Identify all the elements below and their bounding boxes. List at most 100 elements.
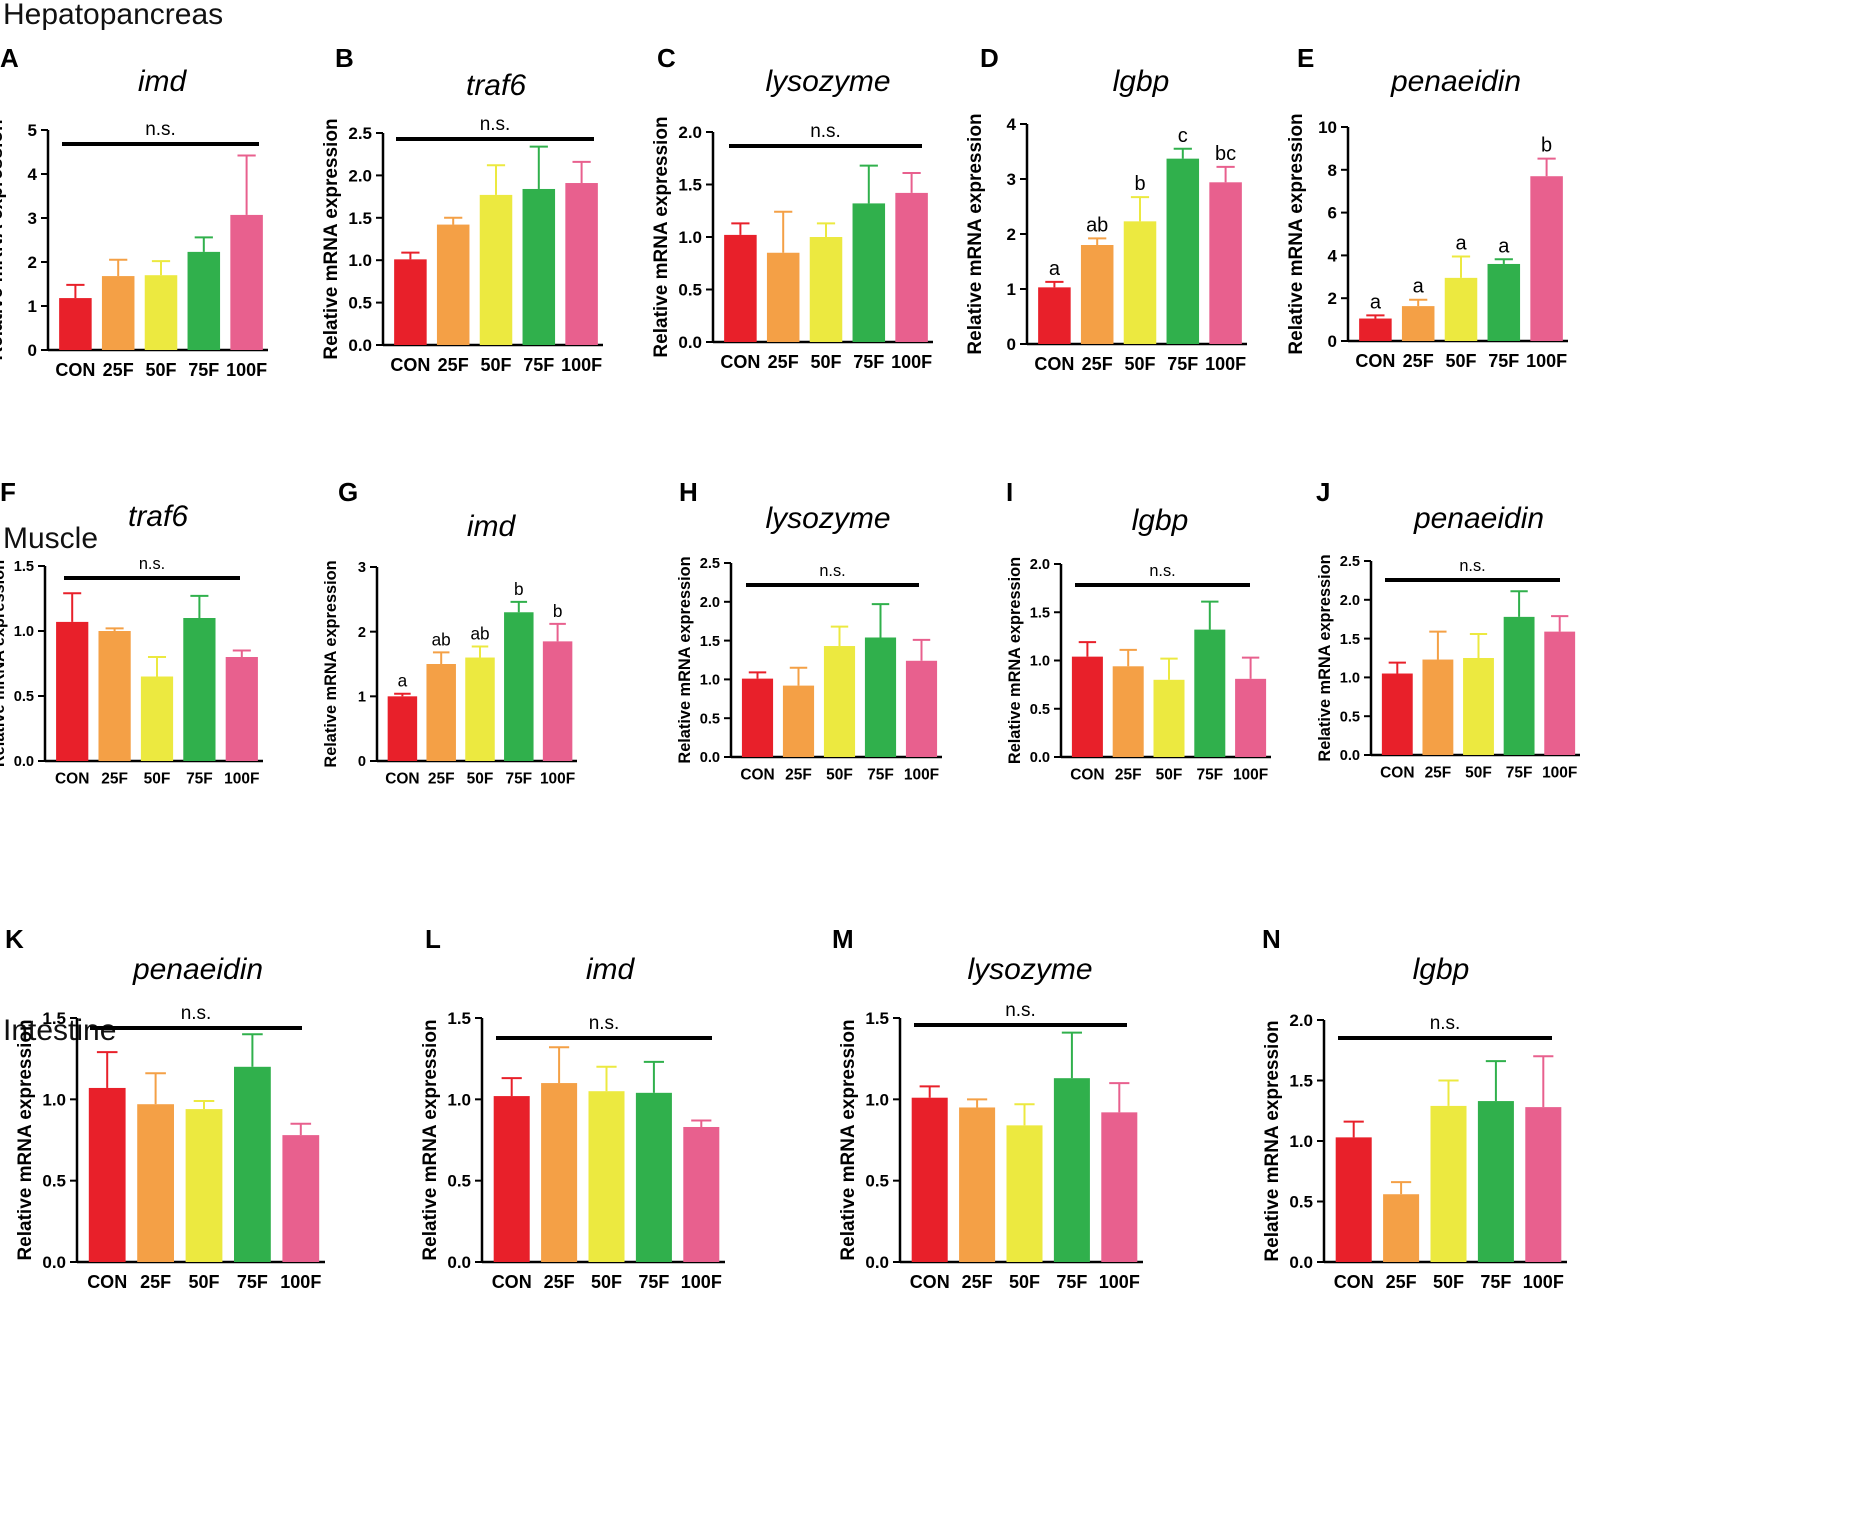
x-tick-label: CON — [385, 770, 419, 787]
bar-con — [1072, 657, 1103, 757]
y-tick-label: 0 — [28, 341, 37, 360]
y-tick-label: 2 — [358, 625, 366, 641]
x-tick-label: CON — [740, 766, 774, 783]
y-tick-label: 1.5 — [678, 176, 702, 195]
figure-canvas: Hepatopancreas Muscle Intestine AimdRela… — [0, 0, 1861, 1533]
y-tick-label: 2.0 — [1030, 557, 1050, 573]
x-tick-label: CON — [55, 770, 89, 787]
bar-100f — [230, 215, 263, 350]
bar-75f — [234, 1067, 271, 1262]
bar-25f — [437, 225, 470, 345]
x-tick-label: CON — [1070, 766, 1104, 783]
y-tick-label: 2.0 — [1289, 1011, 1313, 1030]
panel-letter: E — [1297, 43, 1314, 73]
bar-100f — [543, 641, 572, 761]
section-title-muscle: Muscle — [3, 522, 98, 555]
bar-con — [56, 622, 88, 761]
y-tick-label: 1.0 — [1289, 1132, 1313, 1151]
y-tick-label: 2.0 — [1340, 593, 1360, 609]
bar-75f — [188, 252, 221, 350]
bar-25f — [137, 1104, 174, 1262]
x-tick-label: 25F — [1386, 1272, 1417, 1292]
y-tick-label: 0.5 — [348, 294, 372, 313]
chart-panel-h: HlysozymeRelative mRNA expression 0.00.51… — [676, 477, 942, 783]
chart-panel-k: KpenaeidinRelative mRNA expression0.00.5… — [5, 924, 325, 1292]
bar-25f — [1113, 666, 1144, 757]
y-axis-label: Relative mRNA expression — [676, 556, 694, 763]
x-tick-label: 50F — [1009, 1272, 1040, 1292]
bar-con — [1359, 319, 1392, 341]
bar-25f — [783, 686, 814, 757]
chart-title: penaeidin — [1390, 65, 1521, 98]
bar-50f — [186, 1109, 223, 1262]
bar-25f — [1081, 245, 1114, 344]
x-tick-label: 25F — [1403, 351, 1434, 371]
y-tick-label: 0.0 — [1289, 1253, 1313, 1272]
significance-letter: bc — [1215, 143, 1236, 165]
significance-text: n.s. — [1459, 557, 1485, 575]
panel-letter: F — [0, 477, 16, 507]
y-tick-label: 2 — [1328, 289, 1337, 308]
x-tick-label: 100F — [1526, 351, 1567, 371]
bar-75f — [853, 203, 886, 342]
x-tick-label: 50F — [1465, 764, 1492, 781]
chart-title: lysozyme — [765, 65, 890, 98]
x-tick-label: 50F — [480, 355, 511, 375]
y-tick-label: 2 — [1007, 225, 1016, 244]
y-axis-label: Relative mRNA expression — [322, 560, 340, 767]
y-tick-label: 2.0 — [678, 123, 702, 142]
x-tick-label: 100F — [1205, 354, 1246, 374]
y-tick-label: 1.0 — [1340, 671, 1360, 687]
y-axis-label: Relative mRNA expression — [321, 118, 342, 359]
x-tick-label: 50F — [1445, 351, 1476, 371]
x-tick-label: 50F — [826, 766, 853, 783]
y-axis-label: Relative mRNA expression — [965, 113, 986, 354]
x-tick-label: 50F — [1124, 354, 1155, 374]
y-tick-label: 1 — [28, 297, 37, 316]
y-tick-label: 1.0 — [42, 1090, 66, 1109]
y-axis-label: Relative mRNA expression — [1316, 554, 1334, 761]
y-tick-label: 0.0 — [1030, 750, 1050, 766]
y-tick-label: 0 — [358, 754, 366, 770]
y-tick-label: 2.5 — [1340, 554, 1360, 570]
bar-25f — [98, 631, 130, 761]
panel-letter: A — [0, 43, 19, 73]
x-tick-label: CON — [1034, 354, 1074, 374]
y-tick-label: 1.0 — [14, 624, 34, 640]
bar-50f — [145, 275, 178, 350]
x-tick-label: 75F — [1196, 766, 1223, 783]
x-tick-label: CON — [1334, 1272, 1374, 1292]
panel-letter: C — [657, 43, 676, 73]
bar-con — [1038, 287, 1071, 344]
x-tick-label: 100F — [1523, 1272, 1564, 1292]
x-tick-label: 50F — [1433, 1272, 1464, 1292]
x-tick-label: 50F — [1156, 766, 1183, 783]
significance-letter: a — [1049, 258, 1061, 280]
chart-title: imd — [467, 510, 517, 543]
panel-letter: I — [1006, 477, 1013, 507]
x-tick-label: 75F — [1167, 354, 1198, 374]
x-tick-label: 75F — [1488, 351, 1519, 371]
chart-title: traf6 — [466, 69, 526, 102]
bar-50f — [588, 1091, 624, 1262]
x-tick-label: 75F — [505, 770, 532, 787]
x-tick-label: 50F — [467, 770, 494, 787]
bar-100f — [1235, 679, 1266, 757]
y-tick-label: 1.0 — [1030, 654, 1050, 670]
bar-50f — [1445, 278, 1478, 341]
x-tick-label: 25F — [101, 770, 128, 787]
x-tick-label: 75F — [853, 352, 884, 372]
y-axis-label: Relative mRNA expression — [15, 1019, 36, 1260]
y-tick-label: 4 — [1328, 246, 1338, 265]
significance-letter: a — [1498, 235, 1510, 257]
bar-25f — [541, 1083, 577, 1262]
x-tick-label: 25F — [785, 766, 812, 783]
bar-75f — [1054, 1078, 1090, 1262]
significance-text: n.s. — [480, 114, 511, 135]
significance-letter: a — [1455, 232, 1467, 254]
chart-title: lysozyme — [967, 953, 1092, 986]
chart-panel-l: LimdRelative mRNA expression0.00.51.01.5… — [420, 924, 725, 1292]
x-tick-label: 75F — [867, 766, 894, 783]
bar-100f — [1530, 176, 1563, 341]
y-tick-label: 0.0 — [865, 1253, 889, 1272]
